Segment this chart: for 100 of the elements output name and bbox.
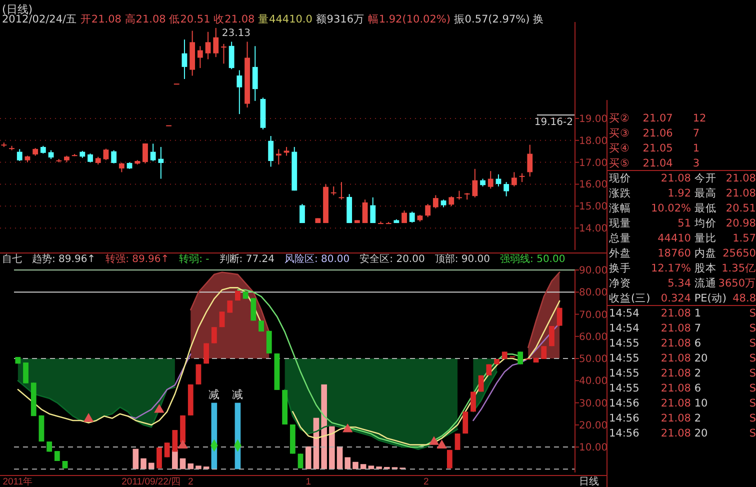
text: 买④ 21.05 1	[609, 142, 700, 155]
text: 顶部: 90.00	[434, 253, 490, 265]
candlestick	[236, 70, 242, 115]
data-label: 减	[208, 388, 220, 401]
candlestick	[556, 307, 562, 326]
text: 强弱线: 50.00	[500, 253, 566, 265]
bar	[360, 464, 366, 470]
bar	[321, 384, 327, 470]
text: 外盘 18760 内盘 25650	[609, 248, 756, 260]
candlestick	[196, 364, 202, 385]
text: 14:54 21.08 7 S	[609, 322, 756, 335]
bar	[305, 446, 312, 470]
candlestick	[266, 330, 272, 354]
text: 买⑤ 21.04 3	[609, 158, 700, 170]
y-tick-label: 17.00	[579, 158, 608, 169]
y-tick-label: 30.00	[579, 398, 608, 410]
candlestick	[142, 142, 148, 164]
y-tick-label: 40.00	[579, 376, 608, 388]
bar	[368, 466, 374, 470]
y-tick-label: 20.00	[579, 420, 608, 432]
candlestick	[370, 196, 376, 224]
candlestick	[197, 46, 203, 69]
candlestick	[462, 411, 468, 434]
y-tick-label: 50.00	[579, 354, 608, 366]
data-label: 减	[232, 388, 244, 401]
candlestick	[488, 170, 494, 190]
candlestick	[454, 433, 460, 450]
candlestick	[425, 203, 431, 218]
bar	[352, 462, 358, 470]
y-tick-label: 14.00	[579, 224, 608, 235]
candlestick	[103, 148, 109, 161]
candlestick	[205, 31, 211, 60]
candlestick	[362, 199, 368, 224]
text: 14:56 21.08 20 S	[609, 428, 756, 440]
candlestick	[156, 446, 162, 469]
text: 14:55 21.08 2 S	[609, 368, 756, 380]
text: 安全区: 20.00	[360, 253, 425, 265]
candlestick	[527, 144, 533, 178]
candlestick	[118, 162, 124, 173]
bar	[329, 426, 335, 470]
candlestick	[386, 221, 392, 224]
candlestick	[268, 136, 274, 168]
text: 涨跌 1.92 最高 21.08	[609, 188, 756, 200]
text: 14:54 21.08 1 S	[609, 308, 756, 320]
text: 现量 51 均价 20.98	[609, 218, 756, 230]
ref-line-label: 19.16-2	[534, 116, 573, 128]
y-tick-label: 80.00	[579, 288, 608, 299]
x-axis-title: 日线	[579, 476, 599, 487]
candlestick	[518, 351, 524, 365]
candlestick	[221, 43, 226, 64]
text: 14:55 21.08 6 S	[609, 382, 756, 395]
candlestick	[227, 300, 233, 314]
text: 涨幅 10.02% 最低 20.51	[609, 202, 756, 215]
bar	[140, 458, 146, 470]
candlestick	[228, 41, 234, 70]
candlestick	[432, 194, 438, 209]
y-tick-label: 60.00	[579, 332, 608, 343]
text: 14:55 21.08 20 S	[609, 352, 756, 365]
y-tick-label: 18.00	[579, 136, 608, 147]
text: 现价 21.08 今开 21.08	[609, 172, 756, 185]
text: 净资 5.34 流通 3650万	[609, 278, 756, 290]
candlestick	[164, 442, 170, 458]
y-tick-label: 70.00	[579, 310, 608, 321]
candlestick	[213, 27, 219, 58]
x-tick-label: 2011/09/22/四	[122, 476, 182, 487]
candlestick	[472, 168, 478, 198]
x-tick-label: 2	[188, 476, 194, 487]
bar	[180, 458, 186, 470]
x-tick-label: 2	[423, 476, 429, 487]
text: 买② 21.07 12	[609, 112, 706, 125]
candlestick	[182, 39, 188, 80]
text: 收益(三) 0.324 PE(动) 48.8	[609, 292, 756, 305]
candlestick	[378, 221, 384, 224]
candlestick	[23, 362, 28, 384]
candlestick	[409, 211, 415, 224]
text: 14:56 21.08 2 S	[609, 412, 756, 425]
y-tick-label: 19.00	[579, 114, 608, 125]
bar	[132, 448, 139, 470]
bar	[148, 462, 154, 470]
candlestick	[541, 346, 547, 360]
chart-title: (日线)	[2, 2, 33, 16]
candlestick	[250, 298, 256, 322]
bar	[344, 457, 351, 470]
candlestick	[219, 311, 225, 328]
candlestick	[504, 182, 510, 197]
candlestick	[150, 143, 156, 162]
candlestick	[16, 148, 22, 162]
candlestick	[158, 146, 164, 180]
text: 2012/02/24/五 开21.08 高21.08 低20.51 收21.08 量44410.0 额9316万 幅1.92(10.02%) 振0.57(2.97%) 换	[2, 14, 544, 26]
candlestick	[298, 453, 304, 469]
x-tick-label: 1	[306, 476, 312, 487]
y-tick-label: 90.00	[579, 266, 608, 276]
candlestick	[470, 391, 476, 412]
text: 14:56 21.08 10 S	[609, 398, 756, 410]
candlestick	[402, 210, 407, 224]
y-tick-label: 10.00	[579, 442, 608, 454]
candlestick	[252, 46, 258, 102]
x-tick-label: 2011年	[2, 476, 34, 487]
annotation: 23.13	[222, 28, 251, 39]
text: 转弱: -	[179, 253, 210, 265]
